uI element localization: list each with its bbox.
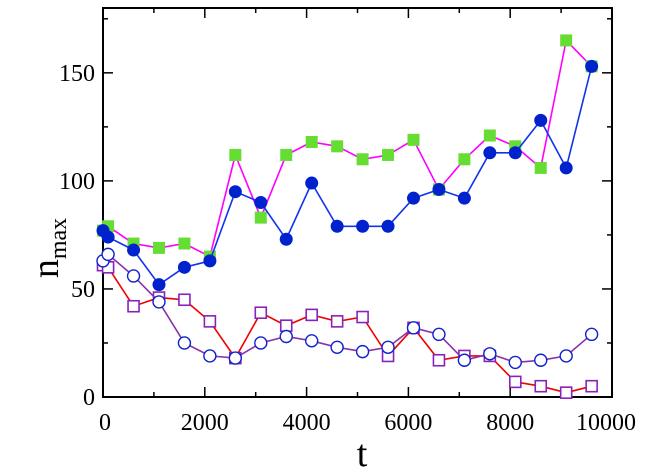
- data-point: [483, 347, 497, 361]
- data-point: [559, 386, 573, 399]
- data-point: [305, 135, 318, 148]
- data-point: [126, 269, 141, 283]
- x-tick-label: 4000: [283, 410, 331, 436]
- data-point: [534, 161, 547, 174]
- data-point: [559, 349, 573, 363]
- data-point: [330, 340, 344, 354]
- x-tick-label: 6000: [384, 410, 432, 436]
- data-point: [534, 353, 548, 367]
- x-axis-title: t: [357, 433, 368, 473]
- data-point: [279, 329, 293, 344]
- data-point: [381, 340, 395, 354]
- data-point: [432, 327, 446, 342]
- x-tick-label: 10000: [576, 410, 636, 436]
- data-point: [152, 241, 165, 254]
- data-point: [254, 196, 268, 209]
- data-point: [483, 129, 496, 142]
- data-point: [203, 254, 217, 268]
- data-point: [254, 211, 267, 224]
- x-tick-label: 0: [99, 410, 111, 436]
- data-point: [508, 355, 522, 370]
- series-3: [96, 247, 599, 370]
- data-point: [458, 153, 471, 166]
- data-point: [203, 315, 217, 328]
- series-line: [102, 253, 593, 364]
- series-2: [96, 258, 598, 399]
- y-axis-title: n: [25, 259, 67, 278]
- data-point: [356, 153, 369, 166]
- data-point: [559, 161, 573, 175]
- y-axis-title-subscript: max: [46, 218, 72, 259]
- data-point: [101, 247, 115, 262]
- data-point: [177, 336, 192, 350]
- y-tick-label: 150: [59, 61, 95, 87]
- axis-ticks: [102, 8, 613, 398]
- data-point: [228, 185, 242, 199]
- data-point: [356, 310, 369, 324]
- data-point: [560, 34, 573, 47]
- data-point: [356, 219, 370, 233]
- data-point: [432, 353, 446, 367]
- data-point: [101, 230, 115, 244]
- data-point: [254, 306, 268, 320]
- data-point: [330, 219, 344, 233]
- data-point: [152, 295, 166, 309]
- data-point: [280, 148, 293, 161]
- data-point: [127, 299, 140, 313]
- data-point: [355, 344, 370, 359]
- data-point: [254, 336, 268, 350]
- data-point: [177, 260, 191, 274]
- data-point: [534, 379, 548, 393]
- data-point: [178, 237, 191, 250]
- data-point: [305, 308, 318, 322]
- series-0: [97, 34, 598, 263]
- data-point: [304, 334, 319, 348]
- data-point: [127, 243, 141, 257]
- data-point: [203, 349, 217, 363]
- series-line: [102, 66, 593, 286]
- y-axis-title-group: nmax: [25, 218, 72, 278]
- data-point: [381, 219, 395, 233]
- data-point: [584, 327, 599, 342]
- data-point: [279, 319, 293, 332]
- data-point: [407, 133, 420, 146]
- svg-text:nmax: nmax: [25, 218, 72, 278]
- data-point: [305, 176, 319, 190]
- data-point: [585, 379, 598, 393]
- data-point: [508, 146, 522, 160]
- x-tick-label: 8000: [486, 410, 534, 436]
- data-point: [152, 278, 166, 292]
- y-tick-label: 50: [71, 277, 95, 303]
- y-tick-label: 0: [83, 385, 95, 411]
- data-point: [406, 321, 421, 335]
- data-point: [406, 191, 420, 205]
- data-point: [331, 140, 344, 153]
- series-1: [96, 59, 599, 292]
- data-point: [585, 59, 599, 73]
- y-tick-label: 100: [59, 169, 95, 195]
- tick-labels: 0 2000 4000 6000 8000 10000 0 50 100 150: [59, 61, 636, 436]
- data-point: [330, 315, 344, 328]
- data-point: [457, 353, 472, 367]
- data-point: [178, 293, 191, 307]
- data-point: [534, 113, 548, 127]
- data-point: [382, 148, 395, 161]
- x-tick-label: 2000: [181, 410, 229, 436]
- data-point: [432, 183, 446, 197]
- data-point: [483, 146, 497, 160]
- series-layer: [96, 34, 599, 399]
- data-point: [229, 148, 242, 161]
- data-point: [228, 351, 243, 365]
- data-point: [508, 375, 522, 389]
- data-point: [457, 191, 471, 205]
- data-point: [279, 232, 293, 246]
